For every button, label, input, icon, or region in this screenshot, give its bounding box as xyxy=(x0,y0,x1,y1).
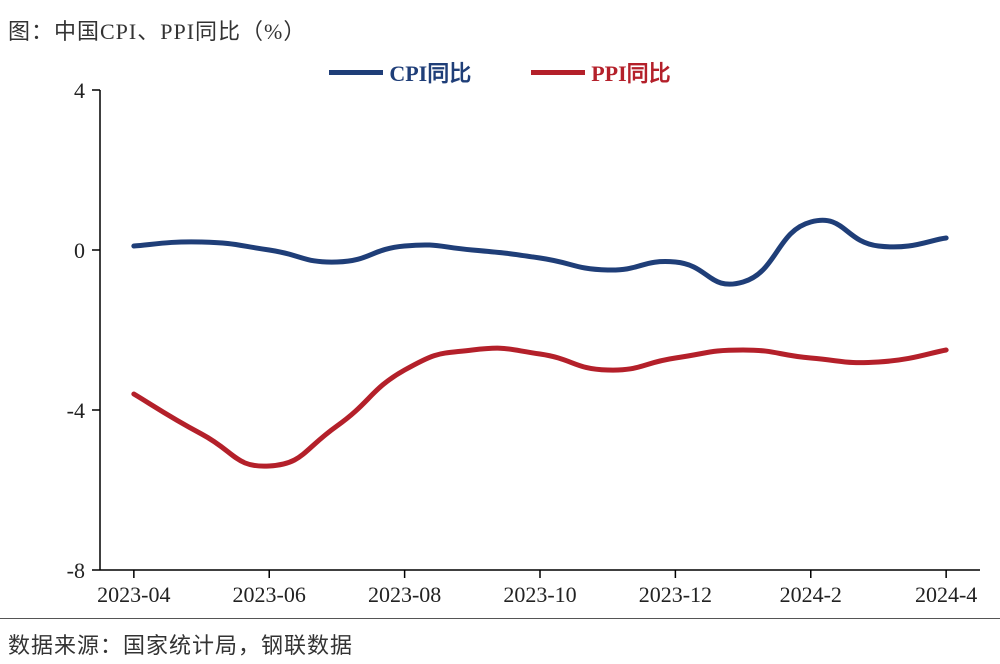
source-text: 数据来源：国家统计局，钢联数据 xyxy=(8,628,353,660)
x-tick-label: 2023-06 xyxy=(214,582,324,608)
chart-container: 图：中国CPI、PPI同比（%） CPI同比 PPI同比 -8-4042023-… xyxy=(0,0,1000,664)
y-tick-label: 4 xyxy=(30,78,85,104)
series-line-0 xyxy=(134,220,946,284)
x-tick-label: 2023-04 xyxy=(79,582,189,608)
x-tick-label: 2023-10 xyxy=(485,582,595,608)
y-tick-label: 0 xyxy=(30,238,85,264)
x-tick-label: 2023-12 xyxy=(620,582,730,608)
y-tick-label: -4 xyxy=(30,398,85,424)
y-tick-label: -8 xyxy=(30,558,85,584)
x-tick-label: 2023-08 xyxy=(350,582,460,608)
series-layer xyxy=(0,0,1000,664)
x-tick-label: 2024-4 xyxy=(891,582,1000,608)
footer-divider xyxy=(0,618,1000,619)
x-tick-label: 2024-2 xyxy=(756,582,866,608)
series-line-1 xyxy=(134,348,946,466)
